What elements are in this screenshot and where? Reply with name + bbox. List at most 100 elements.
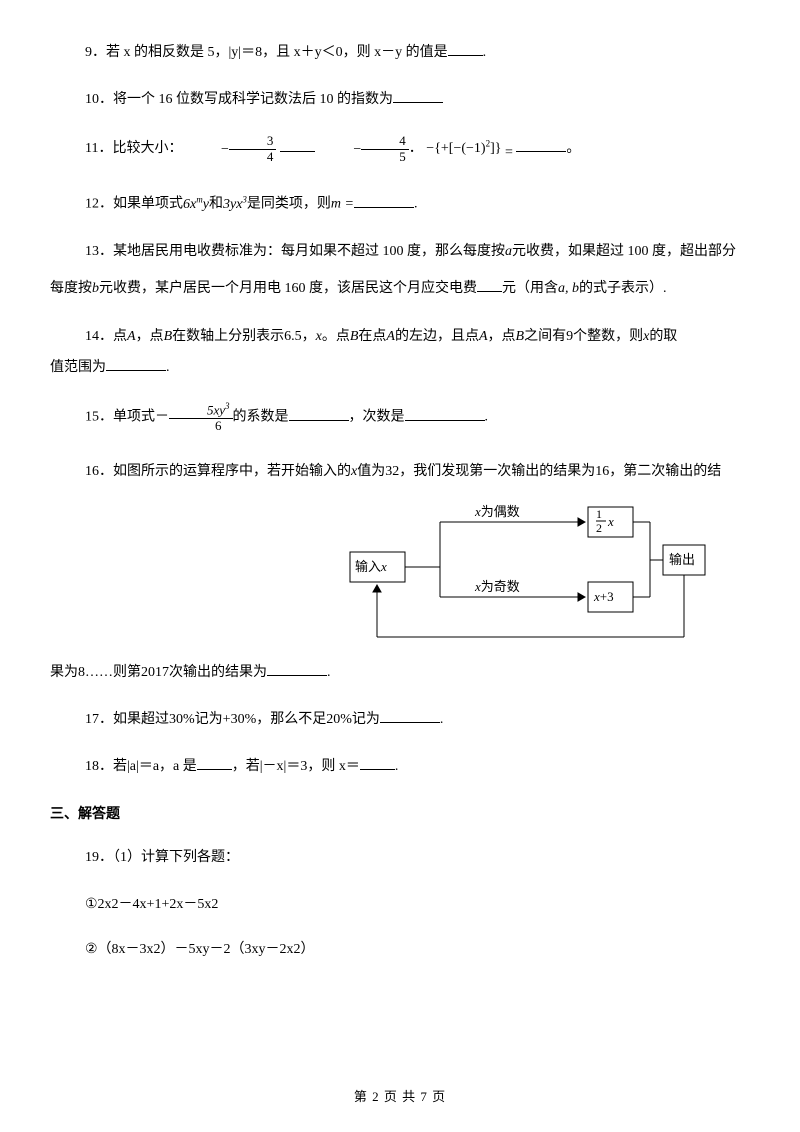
question-19: 19．（1）计算下列各题：	[50, 845, 750, 870]
q12-var-m: m =	[331, 197, 354, 212]
q11-frac2: 45	[361, 134, 409, 164]
q12-text-d: .	[414, 197, 418, 212]
q16-text-h: .	[327, 665, 331, 680]
q17-30a: 30%	[169, 712, 195, 727]
svg-text:2: 2	[596, 521, 602, 535]
page-footer: 第 2 页 共 7 页	[0, 1085, 800, 1108]
question-16-result: 果为8……则第2017次输出的结果为.	[50, 660, 750, 685]
q9-text-a: ．若 x 的相反数是 5，|y|＝8，且 x＋y＜0，则 x－y 的值是	[92, 45, 448, 60]
question-18: 18．若|a|＝a，a 是，若|－x|＝3，则 x＝.	[50, 754, 750, 779]
q10-text-a: ．将一个 16 位数写成科学记数法后 10 的指数为	[99, 92, 393, 107]
flow-half: 1	[596, 507, 602, 521]
q14-text-d: ，	[302, 329, 316, 344]
q16-text-g: 次输出的结果为	[169, 665, 267, 680]
q16-32: 32	[385, 464, 399, 479]
q14-text-l: 值范围为	[50, 360, 106, 375]
question-13: 13．某地居民用电收费标准为：每月如果不超过 100 度，那么每度按a元收费，如…	[50, 239, 750, 301]
question-14: 14．点A，点B在数轴上分别表示6.5，x。点B在点A的左边，且点A，点B之间有…	[50, 324, 750, 380]
question-15: 15．单项式－5xy36的系数是，次数是.	[50, 402, 750, 433]
q17-num: 17	[85, 712, 99, 727]
q16-blank	[267, 662, 327, 676]
q11-blank2	[516, 138, 566, 152]
q9-blank	[448, 42, 483, 56]
q13-blank	[477, 278, 502, 292]
q18-text-b: ，若|－x|＝3，则 x＝	[232, 759, 360, 774]
q16-text-e: 果为	[50, 665, 78, 680]
q18-num: 18	[85, 759, 99, 774]
q14-A3: A	[479, 329, 488, 344]
section-3-title: 三、解答题	[50, 802, 750, 827]
q19-num: 19	[85, 850, 99, 865]
q14-text-g: 的左边，且点	[395, 329, 479, 344]
q11-period: 。	[566, 141, 580, 156]
q16-text-a: ．如图所示的运算程序中，若开始输入的	[99, 464, 351, 479]
q15-text-d: .	[485, 410, 489, 425]
q14-text-j: 个整数，则	[573, 329, 643, 344]
q14-B1: B	[164, 329, 173, 344]
q12-text-a: ．如果单项式	[99, 197, 183, 212]
q14-A1: A	[127, 329, 136, 344]
q16-text-c: ，我们发现第一次输出的结果为	[399, 464, 595, 479]
q12-text-b: 和	[209, 197, 223, 212]
q9-text-b: .	[483, 45, 487, 60]
flow-odd-label: x为奇数	[474, 579, 520, 594]
q14-text-k: 的取	[649, 329, 677, 344]
q14-blank	[106, 357, 166, 371]
q17-30b: +30%	[223, 712, 257, 727]
q14-text-h: ，点	[488, 329, 516, 344]
q16-text-b: 值为	[357, 464, 385, 479]
q19-item1: ①2x2－4x+1+2x－5x2	[50, 892, 750, 917]
q17-text-c: ，那么不足	[256, 712, 326, 727]
q14-text-m: .	[166, 360, 170, 375]
q11-num: 11	[85, 141, 98, 156]
q15-frac: 5xy36	[169, 402, 233, 433]
flowchart-svg: 输入x x为偶数 x为奇数 1 2 x x+3 输出	[340, 492, 710, 652]
q15-blank1	[289, 407, 349, 421]
q14-65: 6.5	[284, 329, 302, 344]
q11-blank1	[280, 138, 315, 152]
q11-equals: =	[505, 145, 513, 160]
q11-frac1: 34	[229, 134, 277, 164]
q14-num: 14	[85, 329, 99, 344]
q10-num: 10	[85, 92, 99, 107]
q17-text-e: .	[440, 712, 444, 727]
q13-var-ab: a, b	[558, 281, 579, 296]
q13-text-e: 元（用含	[502, 281, 558, 296]
q13-num: 13	[85, 244, 99, 259]
q14-text-c: 在数轴上分别表示	[172, 329, 284, 344]
q19-text-a: ．（1）计算下列各题：	[99, 850, 239, 865]
q18-text-c: .	[395, 759, 399, 774]
svg-text:x: x	[607, 514, 614, 529]
q15-num: 15	[85, 410, 99, 425]
q13-text-a: ．某地居民用电收费标准为：每月如果不超过 100 度，那么每度按	[99, 244, 505, 259]
q12-expr1: 6xmy	[183, 197, 209, 212]
q15-text-c: ，次数是	[349, 410, 405, 425]
flowchart-diagram: 输入x x为偶数 x为奇数 1 2 x x+3 输出	[50, 492, 750, 652]
q14-A2: A	[386, 329, 395, 344]
q14-text-a: ．点	[99, 329, 127, 344]
question-12: 12．如果单项式6xmy和3yx3是同类项，则m =.	[50, 191, 750, 217]
question-9: 9．若 x 的相反数是 5，|y|＝8，且 x＋y＜0，则 x－y 的值是.	[50, 40, 750, 65]
q9-num: 9	[85, 45, 92, 60]
q14-text-f: 在点	[358, 329, 386, 344]
q16-text-f: 则第	[113, 665, 141, 680]
q17-text-d: 记为	[352, 712, 380, 727]
q17-20: 20%	[326, 712, 352, 727]
q17-blank	[380, 709, 440, 723]
q13-var-a: a	[505, 244, 512, 259]
q15-text-b: 的系数是	[233, 410, 289, 425]
flow-output-label: 输出	[669, 552, 695, 567]
q19-item2: ②（8x－3x2）－5xy－2（3xy－2x2）	[50, 937, 750, 962]
q17-text-a: ．如果超过	[99, 712, 169, 727]
q18-blank1	[197, 756, 232, 770]
q13-var-b: b	[92, 281, 99, 296]
flow-input-label: 输入x	[355, 559, 387, 574]
q14-B3: B	[516, 329, 525, 344]
q12-expr2: 3yx3	[223, 197, 247, 212]
q17-text-b: 记为	[195, 712, 223, 727]
q10-blank	[393, 89, 443, 103]
q12-blank	[354, 194, 414, 208]
q13-text-b: 元收费，如果超过 100 度，超出部分	[512, 244, 736, 259]
q11-text-a: ．比较大小：	[98, 141, 182, 156]
question-11: 11．比较大小： −34 −45． −{+[−(−1)2]} = 。	[50, 134, 750, 165]
